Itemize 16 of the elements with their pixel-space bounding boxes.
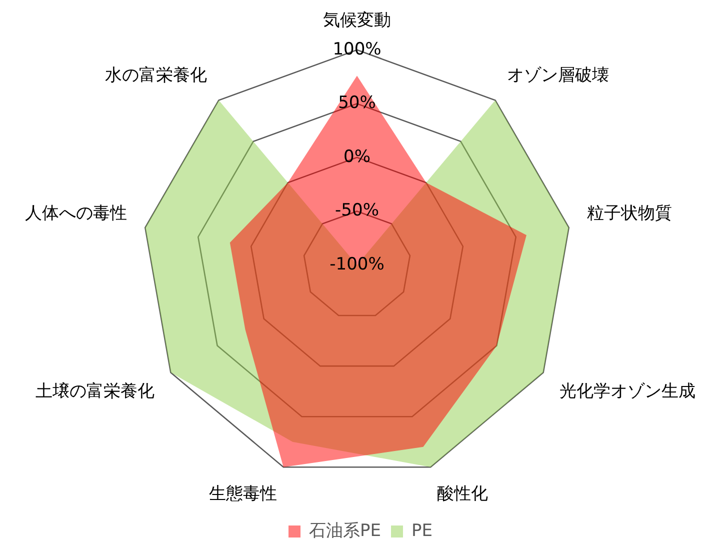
spoke-label: 水の富栄養化 xyxy=(104,65,207,86)
spoke-label: 気候変動 xyxy=(323,10,391,31)
spoke-label: 光化学オゾン生成 xyxy=(559,381,696,402)
y-tick-label: 50% xyxy=(338,93,376,114)
spoke-label: 酸性化 xyxy=(436,484,488,504)
y-tick-label: -100% xyxy=(330,254,384,274)
spoke-label: 生態毒性 xyxy=(209,484,278,504)
y-tick-label: -50% xyxy=(335,200,379,221)
spoke-label: 土壌の富栄養化 xyxy=(36,381,155,402)
spoke-label: 粒子状物質 xyxy=(587,204,672,224)
y-tick-label: 0% xyxy=(344,146,370,167)
legend-label: 石油系PE xyxy=(309,520,382,541)
y-tick-label: 100% xyxy=(332,39,382,60)
legend-label: PE xyxy=(412,520,432,541)
spoke-label: 人体への毒性 xyxy=(24,204,127,224)
spoke-label: オゾン層破壊 xyxy=(507,65,610,86)
